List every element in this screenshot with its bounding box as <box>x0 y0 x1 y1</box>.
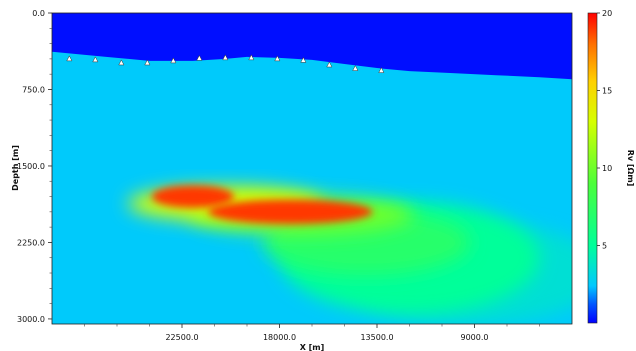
receiver-marker-7 <box>248 54 255 61</box>
x-axis: 22500.0 18000.0 13500.0 9000.0 <box>84 324 540 342</box>
anomaly-blob-5 <box>151 185 234 208</box>
plot-area <box>52 13 572 324</box>
receiver-marker-9 <box>300 56 307 63</box>
y-tick-label: 1500.0 <box>17 162 45 171</box>
colorbar-tick-label: 10 <box>602 164 612 173</box>
receiver-marker-4 <box>170 57 177 64</box>
x-tick-label: 22500.0 <box>165 333 198 342</box>
receiver-marker-5 <box>196 54 203 61</box>
y-tick-label: 0.0 <box>32 9 45 18</box>
receiver-marker-6 <box>222 54 229 61</box>
resistive-anomaly-layer <box>127 185 572 324</box>
colorbar-label: Rv [Ωm] <box>626 150 635 187</box>
receiver-marker-1 <box>92 56 99 63</box>
colorbar-gradient <box>587 12 598 324</box>
y-tick-label: 3000.0 <box>17 315 45 324</box>
y-axis: 0.0 750.0 1500.0 2250.0 3000.0 <box>17 9 52 324</box>
receiver-marker-10 <box>326 61 333 68</box>
water-column <box>52 13 572 80</box>
colorbar-tick-label: 20 <box>602 9 612 18</box>
anomaly-blob-6 <box>208 199 373 225</box>
receiver-marker-2 <box>118 59 125 66</box>
receiver-marker-3 <box>144 59 151 66</box>
x-axis-label: X [m] <box>300 343 325 351</box>
y-tick-label: 2250.0 <box>17 238 45 247</box>
y-tick-label: 750.0 <box>22 85 45 94</box>
x-tick-label: 18000.0 <box>263 333 296 342</box>
x-tick-label: 13500.0 <box>360 333 393 342</box>
receiver-marker-11 <box>352 65 359 71</box>
colorbar-tick-label: 5 <box>602 242 607 251</box>
colorbar-tick-label: 15 <box>602 87 612 96</box>
receiver-marker-8 <box>274 55 281 62</box>
x-tick-label: 9000.0 <box>461 333 489 342</box>
receiver-marker-12 <box>378 67 385 73</box>
receiver-markers <box>66 54 385 73</box>
colorbar-ticks: 5 10 15 20 <box>597 9 612 251</box>
receiver-marker-0 <box>66 55 73 62</box>
y-axis-label: Depth [m] <box>11 145 20 191</box>
colorbar: 5 10 15 20 Rv [Ωm] <box>587 9 635 324</box>
